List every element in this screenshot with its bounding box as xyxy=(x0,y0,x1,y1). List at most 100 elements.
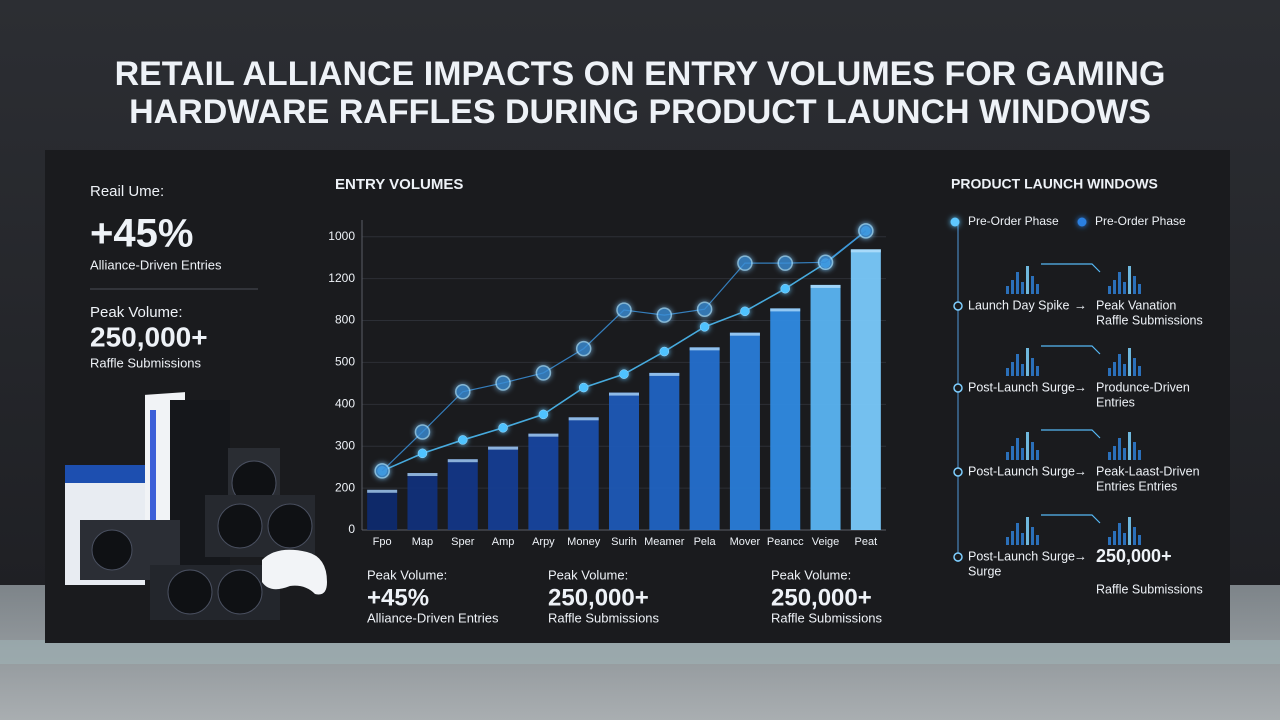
y-tick-label: 200 xyxy=(335,480,355,494)
line-point xyxy=(535,365,552,381)
step-phase: Post-Launch Surge xyxy=(968,380,1075,394)
mini-bar xyxy=(1026,517,1029,545)
bar xyxy=(367,489,398,530)
y-tick-label: 1200 xyxy=(328,271,355,285)
mini-bar xyxy=(1021,364,1024,376)
mini-bar xyxy=(1006,452,1009,460)
x-tick-label: Map xyxy=(412,536,433,548)
bar xyxy=(488,446,519,530)
hardware-illustration xyxy=(65,392,327,620)
x-tick-label: Peat xyxy=(855,536,878,548)
mini-bar xyxy=(1016,354,1019,376)
mini-bar xyxy=(1123,533,1126,545)
mini-bar xyxy=(1026,266,1029,294)
x-tick-label: Surih xyxy=(611,536,637,548)
line-point xyxy=(417,448,428,459)
mini-bar xyxy=(1108,452,1111,460)
step-phase: Launch Day Spike xyxy=(968,298,1070,312)
x-tick-label: Mover xyxy=(730,536,761,548)
mini-bar xyxy=(1138,535,1141,545)
bar-cap xyxy=(568,417,599,421)
bar xyxy=(528,433,559,530)
step-result: Raffle Submissions xyxy=(1096,582,1203,596)
step-result: Entries Entries xyxy=(1096,479,1177,493)
mini-bar xyxy=(1031,276,1034,294)
x-tick-label: Meamer xyxy=(644,536,685,548)
mini-bar xyxy=(1113,362,1116,376)
mini-bar xyxy=(1021,282,1024,294)
mini-bar xyxy=(1133,276,1136,294)
mini-bar xyxy=(1108,368,1111,376)
y-tick-label: 0 xyxy=(348,522,355,536)
bar xyxy=(850,249,881,530)
mini-bar xyxy=(1133,527,1136,545)
line-point xyxy=(578,382,589,393)
line-point xyxy=(737,255,753,271)
step-dot xyxy=(953,301,963,311)
step-dot xyxy=(953,467,963,477)
step-result: Peak-Laast-Driven xyxy=(1096,464,1200,478)
line-point xyxy=(619,369,629,379)
stat-caption: Alliance-Driven Entries xyxy=(90,257,222,272)
mini-bar xyxy=(1128,517,1131,545)
line-point xyxy=(659,346,670,357)
mini-bar xyxy=(1016,438,1019,460)
mini-bar xyxy=(1113,446,1116,460)
line-point xyxy=(696,301,713,317)
x-tick-label: Peancc xyxy=(767,536,804,548)
gpu-fan xyxy=(217,503,263,549)
step-arrow: → xyxy=(1074,463,1087,478)
mini-bar xyxy=(1011,446,1014,460)
stat-label: Peak Volume: xyxy=(771,567,851,582)
mini-bar xyxy=(1108,537,1111,545)
mini-bar xyxy=(1011,531,1014,545)
x-tick-label: Veige xyxy=(812,536,840,548)
gpu-fan xyxy=(167,569,213,615)
stat-caption: Alliance-Driven Entries xyxy=(367,610,499,625)
line-point xyxy=(495,375,511,391)
bar-cap xyxy=(689,347,720,351)
bar-cap xyxy=(528,433,559,437)
mini-bar xyxy=(1123,282,1126,294)
line-point xyxy=(575,340,592,357)
mini-bar xyxy=(1118,438,1121,460)
line-point xyxy=(740,306,750,317)
mini-bar xyxy=(1118,354,1121,376)
mini-bar xyxy=(1133,442,1136,460)
mini-bar xyxy=(1113,531,1116,545)
line-point xyxy=(616,302,632,318)
step-arrow: → xyxy=(1074,297,1087,312)
title: RETAIL ALLIANCE IMPACTS ON ENTRY VOLUMES… xyxy=(115,55,1166,93)
y-tick-label: 1000 xyxy=(328,229,355,243)
line-point xyxy=(458,435,468,445)
line-point xyxy=(656,307,673,323)
x-tick-label: Amp xyxy=(492,536,515,548)
step-result: Raffle Submissions xyxy=(1096,313,1203,327)
line-point xyxy=(780,283,790,294)
stat-value: 250,000+ xyxy=(771,584,872,611)
legend-dot xyxy=(950,217,960,227)
glass-edge xyxy=(0,640,1280,664)
mini-bar xyxy=(1128,348,1131,376)
mini-bar xyxy=(1036,450,1039,460)
line-point xyxy=(777,255,793,271)
timeline-title: PRODUCT LAUNCH WINDOWS xyxy=(951,176,1158,192)
step-arrow: → xyxy=(1074,548,1087,563)
mini-bar xyxy=(1036,284,1039,294)
mini-bar xyxy=(1011,280,1014,294)
mini-bar xyxy=(1026,348,1029,376)
x-tick-label: Sper xyxy=(451,536,475,548)
box-band xyxy=(65,465,145,483)
mini-bar xyxy=(1113,280,1116,294)
bar xyxy=(568,417,599,530)
step-phase: Post-Launch Surge xyxy=(968,549,1075,563)
mini-bar xyxy=(1021,533,1024,545)
step-arrow: → xyxy=(1074,379,1087,394)
mini-bar xyxy=(1031,358,1034,376)
gpu-fan xyxy=(267,503,313,549)
step-connector xyxy=(1041,345,1101,355)
step-dot xyxy=(953,552,963,562)
bar xyxy=(447,459,478,530)
mini-bar xyxy=(1133,358,1136,376)
